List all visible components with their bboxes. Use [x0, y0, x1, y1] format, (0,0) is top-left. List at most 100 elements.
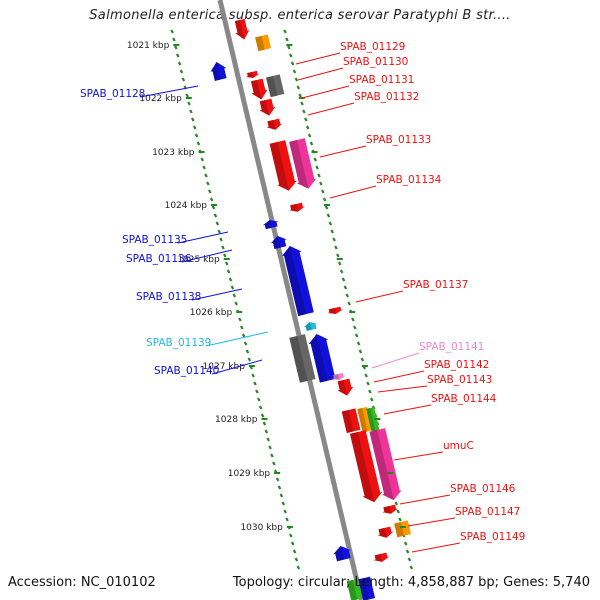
- tick-dot-inner: [172, 37, 176, 42]
- gene-label[interactable]: SPAB_01141: [419, 341, 484, 353]
- genome-backbone: [217, 0, 364, 600]
- gene-arrow[interactable]: [373, 552, 390, 563]
- gene-arrow[interactable]: [332, 544, 353, 562]
- gene-arrow[interactable]: [245, 70, 260, 79]
- gene-leader-line: [371, 352, 420, 369]
- gene-label[interactable]: SPAB_01149: [460, 531, 525, 543]
- gene-arrow[interactable]: [381, 504, 399, 515]
- gene-arrow[interactable]: [289, 334, 316, 383]
- gene-label[interactable]: SPAB_01142: [424, 359, 489, 371]
- tick-dot-outer: [290, 61, 295, 66]
- tick-dot-outer: [315, 165, 319, 170]
- gene-arrow[interactable]: [288, 202, 305, 213]
- tick-dot-inner: [243, 341, 248, 346]
- tick-dot-inner: [283, 509, 287, 514]
- gene-arrow[interactable]: [336, 378, 355, 397]
- tick-dot-inner: [204, 173, 208, 178]
- gene-label[interactable]: SPAB_01128: [80, 88, 145, 100]
- gene-leader-line: [393, 451, 444, 461]
- gene-arrow[interactable]: [377, 526, 395, 539]
- tick-dot-outer: [332, 237, 336, 242]
- gene-arrow[interactable]: [307, 332, 337, 383]
- gene-label[interactable]: SPAB_01132: [354, 91, 419, 103]
- tick-dot-outer: [296, 85, 301, 90]
- gene-arrow-shade: [289, 336, 308, 383]
- gene-arrow[interactable]: [209, 60, 229, 81]
- gene-label[interactable]: SPAB_01137: [403, 279, 468, 291]
- gene-arrow[interactable]: [368, 428, 404, 503]
- tick-dot-outer: [317, 173, 321, 178]
- gene-arrow[interactable]: [366, 407, 380, 433]
- gene-arrow[interactable]: [262, 218, 279, 230]
- tick-dot-outer: [288, 53, 293, 58]
- gene-label[interactable]: SPAB_01143: [427, 374, 492, 386]
- gene-arrow[interactable]: [341, 408, 361, 434]
- tick-dot-inner: [181, 77, 186, 82]
- gene-label[interactable]: umuC: [443, 440, 474, 452]
- gene-arrow-shade: [373, 554, 383, 562]
- gene-arrow[interactable]: [303, 320, 318, 331]
- gene-arrow[interactable]: [265, 118, 283, 131]
- gene-arrow[interactable]: [331, 372, 346, 381]
- tick-dot-inner: [228, 277, 233, 282]
- tick-dot-inner: [219, 237, 223, 242]
- gene-arrow-shade: [259, 100, 270, 116]
- gene-arrow[interactable]: [268, 140, 299, 193]
- gene-arrow[interactable]: [258, 98, 277, 117]
- gene-label[interactable]: SPAB_01144: [431, 393, 497, 405]
- gene-arrow[interactable]: [357, 406, 373, 433]
- gene-arrow[interactable]: [346, 578, 364, 600]
- gene-leader-line: [373, 370, 425, 383]
- gene-arrow[interactable]: [358, 576, 376, 600]
- gene-arrow[interactable]: [327, 306, 344, 316]
- gene-arrow[interactable]: [280, 244, 316, 317]
- gene-label[interactable]: SPAB_01140: [154, 365, 219, 377]
- gene-arrow[interactable]: [287, 138, 318, 191]
- tick-dot-outer: [283, 29, 287, 34]
- gene-arrow-shade: [366, 408, 376, 433]
- tick-dot-outer: [403, 541, 408, 546]
- gene-arrow-shade: [289, 204, 298, 212]
- tick-dot-inner: [213, 213, 218, 218]
- gene-label[interactable]: SPAB_01129: [340, 41, 405, 53]
- tick-dot-inner: [177, 61, 182, 66]
- gene-label[interactable]: SPAB_01146: [450, 483, 516, 495]
- gene-arrow-shade: [255, 36, 265, 52]
- gene-leader-line: [295, 52, 341, 65]
- gene-label[interactable]: SPAB_01134: [376, 174, 442, 186]
- gene-arrow[interactable]: [266, 74, 285, 98]
- gene-label[interactable]: SPAB_01136: [126, 253, 192, 265]
- gene-arrow[interactable]: [348, 430, 384, 505]
- gene-arrow[interactable]: [270, 234, 288, 250]
- gene-arrow[interactable]: [255, 34, 272, 52]
- gene-label[interactable]: SPAB_01147: [455, 506, 520, 518]
- gene-arrow[interactable]: [249, 78, 269, 101]
- tick-dot-inner: [281, 501, 286, 506]
- tick-dot-outer: [319, 181, 323, 186]
- tick-dot-outer: [292, 69, 297, 74]
- gene-arrow-body: [377, 526, 394, 538]
- accession-text: Accession: NC_010102: [8, 575, 156, 590]
- tick-dot-inner: [262, 421, 267, 426]
- tick-dot-outer: [343, 285, 348, 290]
- tick-dot-inner: [268, 445, 272, 450]
- gene-label[interactable]: SPAB_01138: [136, 291, 201, 303]
- gene-arrow[interactable]: [233, 18, 251, 41]
- tick-dot-inner: [255, 389, 259, 394]
- gene-labels[interactable]: SPAB_01128 SPAB_01129 SPAB_01130 SPAB_01131…: [80, 41, 525, 553]
- tick-dot-inner: [234, 301, 238, 306]
- gene-label[interactable]: SPAB_01135: [122, 234, 187, 246]
- gene-label[interactable]: SPAB_01139: [146, 337, 211, 349]
- gene-label[interactable]: SPAB_01131: [349, 74, 414, 86]
- tick-dot-outer: [330, 229, 334, 234]
- tick-dot-inner: [174, 45, 178, 50]
- gene-arrow-shade: [341, 410, 354, 434]
- gene-label[interactable]: SPAB_01133: [366, 134, 431, 146]
- gene-arrow[interactable]: [394, 520, 412, 538]
- tick-dot-inner: [226, 269, 231, 274]
- tick-dot-outer: [302, 109, 306, 114]
- tick-dot-inner: [185, 93, 189, 98]
- gene-label[interactable]: SPAB_01130: [343, 56, 408, 68]
- tick-dot-outer: [304, 117, 308, 122]
